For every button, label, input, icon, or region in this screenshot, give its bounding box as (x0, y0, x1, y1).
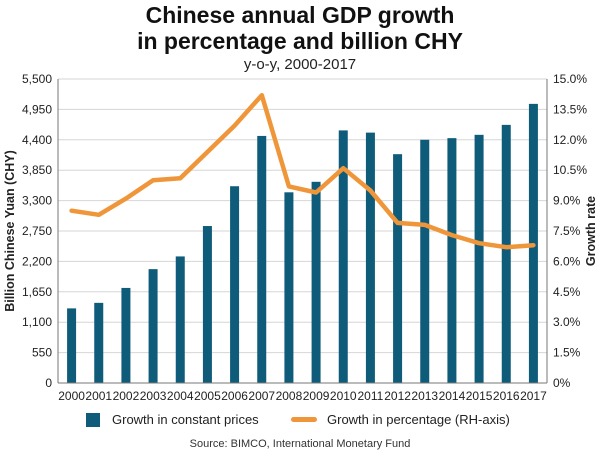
y-left-tick-label: 4,400 (22, 133, 52, 147)
bar (311, 181, 321, 383)
y-right-tick-label: 12.0% (553, 133, 587, 147)
x-tick-label: 2011 (358, 389, 384, 403)
bar (148, 269, 158, 383)
x-tick-label: 2010 (330, 389, 357, 403)
x-tick-label: 2012 (384, 389, 411, 403)
y-right-tick-label: 10.5% (553, 163, 587, 177)
y-left-tick-label: 3,300 (22, 194, 52, 208)
y-left-axis-title: Billion Chinese Yuan (CHY) (3, 150, 17, 312)
y-left-tick-label: 550 (32, 346, 52, 360)
y-right-tick-label: 7.5% (553, 224, 581, 238)
legend-bar-swatch (86, 412, 100, 427)
y-left-tick-label: 5,500 (22, 72, 52, 86)
x-tick-label: 2014 (439, 389, 466, 403)
legend-line-swatch (291, 417, 317, 422)
y-right-tick-label: 0% (553, 376, 571, 390)
y-left-tick-label: 1,650 (22, 285, 52, 299)
x-tick-label: 2015 (466, 389, 493, 403)
y-right-tick-label: 15.0% (553, 72, 587, 86)
x-tick-label: 2016 (493, 389, 520, 403)
source-note: Source: BIMCO, International Monetary Fu… (189, 438, 411, 450)
y-left-tick-label: 2,750 (22, 224, 52, 238)
x-tick-label: 2008 (276, 389, 303, 403)
x-tick-label: 2004 (167, 389, 194, 403)
growth-rate-line (69, 92, 536, 250)
gdp-chart: 0 0% 550 1.5% 1,100 3.0% 1,650 4.5% 2,200 6.0% 2,7… (3, 72, 598, 403)
bar (420, 139, 430, 383)
bar (284, 192, 294, 383)
x-tick-label: 2006 (221, 389, 248, 403)
bar (365, 132, 375, 383)
legend-bar-label: Growth in constant prices (112, 412, 259, 427)
legend-item-line: Growth in percentage (RH-axis) (291, 412, 510, 427)
y-left-tick-label: 4,950 (22, 102, 52, 116)
y-right-axis-title: Growth rate (584, 196, 598, 266)
bar (501, 124, 511, 383)
bar (175, 256, 185, 383)
x-tick-label: 2002 (113, 389, 140, 403)
y-left-tick-label: 1,100 (22, 315, 52, 329)
chart-subtitle: y-o-y, 2000-2017 (243, 56, 357, 73)
axes: 0 0% 550 1.5% 1,100 3.0% 1,650 4.5% 2,200 6.0% 2,7… (3, 72, 598, 403)
bar (202, 226, 212, 383)
y-left-tick-label: 3,850 (22, 163, 52, 177)
bar (474, 134, 484, 383)
y-right-tick-label: 6.0% (553, 254, 581, 268)
bar (121, 287, 131, 383)
x-tick-label: 2013 (411, 389, 438, 403)
y-left-tick-label: 0 (45, 376, 52, 390)
legend-line-label: Growth in percentage (RH-axis) (327, 412, 510, 427)
bar (230, 186, 240, 383)
y-right-tick-label: 4.5% (553, 285, 581, 299)
x-tick-label: 2017 (520, 389, 547, 403)
y-left-tick-label: 2,200 (22, 254, 52, 268)
y-right-tick-label: 13.5% (553, 102, 587, 116)
x-tick-label: 2009 (303, 389, 330, 403)
chart-header: Chinese annual GDP growth in percentage … (0, 2, 600, 75)
line-series (69, 92, 536, 250)
grid-lines (58, 78, 547, 354)
x-tick-label: 2001 (85, 389, 112, 403)
x-tick-label: 2005 (194, 389, 221, 403)
y-right-tick-label: 1.5% (553, 346, 581, 360)
bar (338, 130, 348, 383)
bar (257, 135, 267, 383)
x-tick-label: 2003 (140, 389, 167, 403)
bar (94, 302, 104, 383)
bar-series (67, 103, 538, 383)
y-right-tick-label: 3.0% (553, 315, 581, 329)
x-tick-label: 2007 (248, 389, 275, 403)
chart-title-line1: Chinese annual GDP growth (145, 2, 455, 28)
bar (393, 154, 403, 383)
chart-title-line2: in percentage and billion CHY (137, 28, 463, 54)
legend-item-bars: Growth in constant prices (86, 412, 259, 427)
x-tick-label: 2000 (58, 389, 85, 403)
bar (67, 308, 77, 383)
y-right-tick-label: 9.0% (553, 194, 581, 208)
bar (447, 138, 457, 383)
